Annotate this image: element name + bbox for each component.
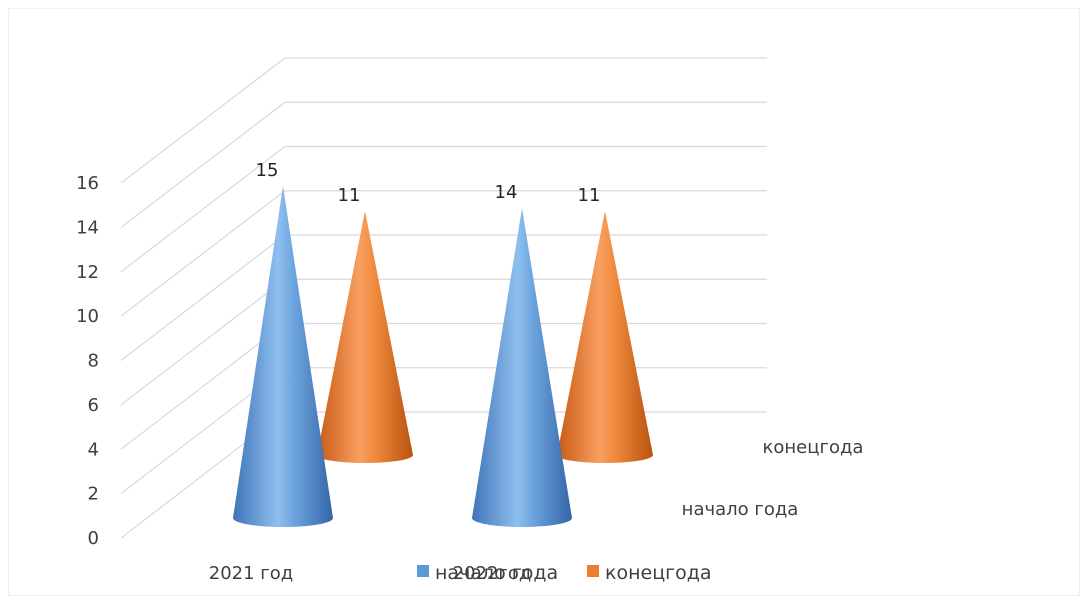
side-gridline: [120, 57, 286, 184]
y-tick-label: 6: [88, 395, 99, 416]
legend-swatch: [587, 565, 599, 577]
side-gridline: [120, 101, 286, 228]
y-tick-label: 0: [88, 528, 99, 549]
data-label: 11: [578, 185, 601, 206]
cone-end-0: [317, 211, 413, 463]
data-label: 14: [495, 182, 518, 203]
chart-area: 0 2 4 6 8 10 12 14 16 11 11 15 14 2021 год 2022год нач…: [8, 8, 1080, 596]
data-label: 15: [256, 160, 279, 181]
y-tick-label: 8: [88, 351, 99, 372]
y-tick-label: 14: [76, 217, 99, 238]
cone-start-1: [472, 208, 572, 527]
side-gridline: [120, 234, 286, 361]
cone-end-1: [557, 211, 653, 463]
y-tick-label: 16: [76, 173, 99, 194]
y-tick-label: 4: [88, 439, 99, 460]
y-tick-label: 12: [76, 262, 99, 283]
depth-axis-label: конецгода: [763, 437, 864, 458]
y-tick-label: 2: [88, 484, 99, 505]
data-label: 11: [338, 185, 361, 206]
legend-label: конецгода: [605, 562, 712, 584]
side-gridline: [120, 146, 286, 273]
category-label: 2021 год: [209, 563, 293, 584]
cone-start-0: [233, 186, 333, 527]
legend-swatch: [417, 565, 429, 577]
depth-axis-label: начало года: [682, 499, 799, 520]
side-gridline: [120, 278, 286, 406]
side-gridline: [120, 190, 286, 317]
legend-label: начало года: [435, 562, 558, 584]
y-tick-label: 10: [76, 306, 99, 327]
side-gridline: [120, 323, 286, 450]
category-label: 2022год: [453, 563, 532, 584]
